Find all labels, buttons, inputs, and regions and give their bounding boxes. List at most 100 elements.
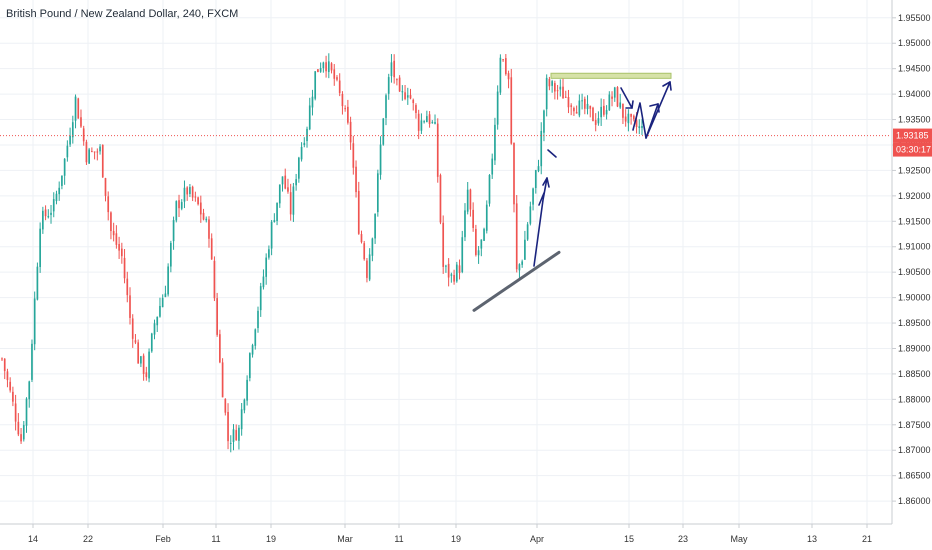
candle xyxy=(9,377,12,393)
projection-arrowhead xyxy=(662,81,672,91)
candle xyxy=(368,248,371,282)
candle xyxy=(251,343,254,358)
candle-body xyxy=(140,356,142,364)
candle-body xyxy=(202,212,205,220)
candle-body xyxy=(426,116,428,123)
candle xyxy=(551,79,553,93)
candle-body xyxy=(630,113,632,117)
candle xyxy=(352,135,355,175)
candle-body xyxy=(499,57,502,93)
candle xyxy=(31,339,33,383)
y-tick-label: 1.95500 xyxy=(898,13,931,23)
candle-body xyxy=(624,116,627,122)
candle xyxy=(148,348,150,383)
candle-body xyxy=(257,310,259,329)
candle xyxy=(284,168,287,190)
candle-body xyxy=(518,264,521,271)
candle xyxy=(186,186,189,201)
candle-body xyxy=(300,146,303,160)
candle xyxy=(600,98,602,126)
candle-body xyxy=(330,63,333,71)
candle xyxy=(499,54,502,95)
candle xyxy=(107,191,110,221)
candle xyxy=(126,271,129,303)
candle-body xyxy=(99,146,101,152)
candle xyxy=(1,357,3,362)
candle-body xyxy=(524,239,526,260)
candle-body xyxy=(28,381,31,400)
candle xyxy=(412,98,415,111)
candle-body xyxy=(589,105,592,109)
candle-body xyxy=(219,334,221,363)
x-tick-label: 14 xyxy=(28,534,38,544)
x-tick-label: 22 xyxy=(83,534,93,544)
candle xyxy=(235,424,238,441)
x-tick-label: Feb xyxy=(155,534,171,544)
candle xyxy=(431,120,434,124)
candle-body xyxy=(442,222,445,267)
candle-body xyxy=(224,398,227,413)
candle-body xyxy=(420,120,423,131)
candle xyxy=(632,114,635,122)
candle-body xyxy=(22,425,25,440)
candle xyxy=(161,294,164,308)
candle xyxy=(265,253,268,285)
candle-body xyxy=(477,250,480,256)
candle xyxy=(142,353,145,381)
candle-body xyxy=(44,209,47,217)
candle-body xyxy=(186,187,189,195)
y-tick-label: 1.89000 xyxy=(898,343,931,353)
candle-body xyxy=(385,95,387,118)
candle xyxy=(137,339,140,364)
candle-body xyxy=(61,175,63,186)
candle-body xyxy=(216,298,218,335)
candle-body xyxy=(319,68,322,72)
candle xyxy=(485,200,488,234)
candle xyxy=(434,114,436,125)
candle-body xyxy=(238,427,240,441)
candle-body xyxy=(248,353,251,379)
candle-body xyxy=(532,188,534,205)
candle-body xyxy=(110,212,112,232)
candle xyxy=(14,394,17,431)
candle-body xyxy=(472,209,474,228)
candle-body xyxy=(164,293,167,297)
candle xyxy=(58,181,61,201)
candle xyxy=(308,97,311,131)
candle xyxy=(112,222,115,242)
candle-body xyxy=(573,107,575,112)
candle xyxy=(543,109,545,142)
candle-body xyxy=(363,243,366,260)
candle xyxy=(278,184,281,208)
candle xyxy=(554,80,556,100)
candle xyxy=(548,76,551,91)
candle xyxy=(298,156,300,183)
candle xyxy=(314,71,317,101)
candle xyxy=(374,213,376,244)
candle-body xyxy=(513,142,515,205)
candle xyxy=(303,137,306,148)
candle xyxy=(63,158,66,185)
candle-body xyxy=(36,266,39,300)
candle-body xyxy=(434,122,436,124)
candle xyxy=(140,355,142,368)
candle xyxy=(376,169,379,217)
candle xyxy=(246,375,248,406)
candle xyxy=(289,183,292,221)
candle-body xyxy=(55,193,58,202)
x-tick-label: 11 xyxy=(394,534,403,544)
candle xyxy=(450,272,453,283)
candle-body xyxy=(153,323,156,335)
candle xyxy=(227,403,229,450)
projection-arrowhead xyxy=(625,100,634,109)
candle-body xyxy=(268,249,270,258)
candle-body xyxy=(227,411,229,442)
x-tick-label: 11 xyxy=(211,534,220,544)
candle-body xyxy=(545,77,548,110)
candle xyxy=(77,97,80,119)
candle xyxy=(406,87,409,105)
current-price-label: 1.93185 xyxy=(896,131,929,141)
candle-body xyxy=(428,114,431,124)
candle xyxy=(496,85,499,130)
candle xyxy=(428,111,431,128)
